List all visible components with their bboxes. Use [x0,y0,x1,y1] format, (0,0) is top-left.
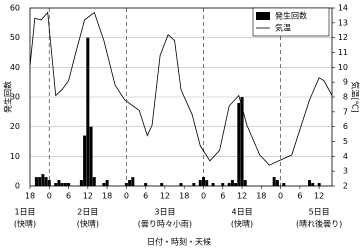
bar [275,180,279,186]
bar [41,174,45,186]
bar [102,183,106,186]
x-tick-label: 6 [66,192,71,201]
day-label: 3日目 [154,208,175,217]
day-label: 2日目 [77,208,98,217]
y2-tick-label: 2 [343,182,348,191]
x-tick-label: 12 [314,192,324,201]
y-tick-label: 0 [15,182,20,191]
y2-tick-label: 11 [338,48,348,57]
bar [237,102,241,186]
bar [282,183,286,186]
day-label: 4日目 [231,208,252,217]
bar [192,183,196,186]
bar [57,180,61,186]
bar [234,183,238,186]
bar [131,177,135,186]
x-tick-label: 0 [201,192,206,201]
y2-tick-label: 9 [343,78,348,87]
bar [160,183,164,186]
y-tick-label: 30 [10,93,20,102]
weather-label: (曇り時々小雨) [138,220,192,229]
y-axis-label: 発生回数 [3,81,13,113]
day-label: 5日目 [309,208,330,217]
y-tick-label: 40 [10,63,20,72]
bar [317,183,321,186]
bar [124,183,128,186]
bar [198,180,202,186]
bar [63,183,67,186]
y2-tick-label: 3 [343,167,348,176]
x-tick-label: 18 [256,192,266,201]
y2-tick-label: 12 [338,33,348,42]
bar [128,180,132,186]
y-tick-label: 60 [10,4,20,13]
x-tick-label: 18 [102,192,112,201]
y2-tick-label: 4 [343,152,348,161]
bar [211,183,215,186]
x-tick-label: 12 [160,192,170,201]
bar [272,177,276,186]
weather-label: (晴れ後曇り) [296,219,342,229]
bar [311,183,315,186]
y2-tick-label: 14 [338,4,348,13]
weather-label: (快晴) [77,219,99,229]
x-tick-label: 18 [25,192,35,201]
bar [205,180,209,186]
y2-tick-label: 13 [338,18,348,27]
bar [83,135,87,186]
bar [67,183,71,186]
x-tick-label: 0 [124,192,129,201]
y2-tick-label: 7 [343,107,348,116]
bar [227,183,231,186]
x-tick-label: 12 [83,192,93,201]
bar [105,180,109,186]
day-label: 1日目 [14,208,35,217]
bar [92,177,96,186]
y2-tick-label: 8 [343,93,348,102]
x-axis-label: 日付・時刻・天候 [147,237,211,247]
bar [54,183,58,186]
weather-label: (快晴) [14,219,36,229]
x-tick-label: 12 [237,192,247,201]
legend-swatch [256,12,270,20]
x-tick-label: 6 [297,192,302,201]
x-tick-label: 0 [47,192,52,201]
bar [44,177,48,186]
bar [89,126,93,186]
plot-frame [29,7,333,187]
legend-label: 発生回数 [275,11,307,21]
y2-tick-label: 5 [343,137,348,146]
bar [221,183,225,186]
y2-tick-label: 6 [343,122,348,131]
weather-label: (快晴) [231,219,253,229]
x-tick-label: 0 [278,192,283,201]
bar [144,183,148,186]
x-tick-label: 6 [220,192,225,201]
bar [230,180,234,186]
bar [47,180,51,186]
bar [86,37,90,186]
bar [240,97,244,186]
legend-label: 気温 [275,23,291,33]
bar [38,177,42,186]
bar [34,177,38,186]
y-tick-label: 20 [10,122,20,131]
x-tick-label: 18 [179,192,189,201]
y2-axis-label: 気温[℃] [351,81,361,112]
bar [79,180,83,186]
bar [308,180,312,186]
x-tick-label: 6 [143,192,148,201]
bar [201,177,205,186]
y-tick-label: 50 [10,33,20,42]
y2-tick-label: 10 [338,63,348,72]
bar [60,183,64,186]
y-tick-label: 10 [10,152,20,161]
bar [243,180,247,186]
temperature-line [29,11,333,166]
bar [179,183,183,186]
